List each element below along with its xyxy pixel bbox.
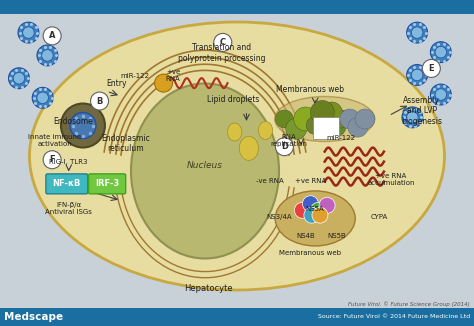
Ellipse shape <box>228 123 242 141</box>
Text: Innate immune
activation: Innate immune activation <box>28 134 81 147</box>
Circle shape <box>322 113 346 138</box>
Circle shape <box>332 110 350 128</box>
Ellipse shape <box>131 83 279 259</box>
Circle shape <box>37 92 48 104</box>
Text: Membranous web: Membranous web <box>276 85 345 94</box>
Text: Hepatocyte: Hepatocyte <box>184 284 233 293</box>
Text: Future Virol. © Future Science Group (2014): Future Virol. © Future Science Group (20… <box>348 301 470 307</box>
Text: D: D <box>281 142 288 151</box>
Text: Translation and
polyprotein processing: Translation and polyprotein processing <box>178 43 265 63</box>
Circle shape <box>435 46 447 58</box>
Circle shape <box>314 107 335 128</box>
Circle shape <box>13 72 25 84</box>
Circle shape <box>430 84 451 105</box>
Text: Endosome: Endosome <box>54 117 93 126</box>
Circle shape <box>407 22 428 43</box>
Text: Nucleus: Nucleus <box>187 161 223 170</box>
Bar <box>313 117 339 139</box>
FancyBboxPatch shape <box>89 174 126 194</box>
Circle shape <box>411 27 423 38</box>
Text: Entry: Entry <box>107 79 127 88</box>
Circle shape <box>310 100 334 125</box>
Circle shape <box>275 110 293 128</box>
Text: +ve
RNA: +ve RNA <box>165 69 181 82</box>
Text: Membranous web: Membranous web <box>280 250 341 256</box>
Text: NS3/4A: NS3/4A <box>267 215 292 220</box>
Text: +ve RNA
accumulation: +ve RNA accumulation <box>367 173 415 186</box>
Text: NS5A: NS5A <box>306 206 325 212</box>
Circle shape <box>23 27 34 38</box>
Circle shape <box>302 196 319 212</box>
Circle shape <box>42 50 53 61</box>
Circle shape <box>340 109 360 129</box>
Bar <box>0 0 474 14</box>
Ellipse shape <box>258 121 273 140</box>
Circle shape <box>286 118 307 139</box>
Circle shape <box>155 74 173 92</box>
Ellipse shape <box>275 191 355 246</box>
Ellipse shape <box>239 136 258 160</box>
Ellipse shape <box>29 22 445 290</box>
Text: B: B <box>96 96 103 106</box>
Text: C: C <box>220 38 226 47</box>
Circle shape <box>32 87 53 108</box>
Text: F: F <box>49 155 55 164</box>
Circle shape <box>402 107 423 128</box>
Circle shape <box>355 109 375 129</box>
Circle shape <box>18 22 39 43</box>
Circle shape <box>407 65 428 85</box>
Circle shape <box>348 117 368 137</box>
Text: Assembly
and LVP
biogenesis: Assembly and LVP biogenesis <box>401 96 442 126</box>
Circle shape <box>411 69 423 81</box>
Text: NS4B: NS4B <box>296 233 315 239</box>
Circle shape <box>430 42 451 63</box>
Text: +ve RNA: +ve RNA <box>295 178 326 184</box>
Circle shape <box>407 111 418 123</box>
Circle shape <box>43 151 61 169</box>
Bar <box>0 308 474 326</box>
Circle shape <box>37 45 58 66</box>
Circle shape <box>91 92 109 110</box>
Text: A: A <box>49 31 55 40</box>
Circle shape <box>319 197 335 214</box>
Text: Endoplasmic
reticulum: Endoplasmic reticulum <box>101 134 150 153</box>
Circle shape <box>422 59 440 78</box>
Text: miR-122: miR-122 <box>120 73 150 79</box>
Text: Lipid droplets: Lipid droplets <box>207 95 259 104</box>
Circle shape <box>321 102 342 123</box>
Circle shape <box>306 116 324 135</box>
Text: RIG-I, TLR3: RIG-I, TLR3 <box>49 159 88 165</box>
Ellipse shape <box>275 96 374 141</box>
Circle shape <box>304 207 320 223</box>
Circle shape <box>61 104 105 147</box>
Text: NS5B: NS5B <box>327 233 346 239</box>
Circle shape <box>294 107 318 131</box>
Circle shape <box>43 27 61 45</box>
Text: CYPA: CYPA <box>371 214 388 220</box>
Text: E: E <box>428 64 434 73</box>
Text: IFN-β/α
Antiviral ISGs: IFN-β/α Antiviral ISGs <box>46 202 92 215</box>
Text: NF-κB: NF-κB <box>53 179 81 188</box>
Circle shape <box>275 138 293 156</box>
Circle shape <box>294 202 310 218</box>
Circle shape <box>70 112 96 139</box>
Circle shape <box>310 202 327 218</box>
Text: Source: Future Virol © 2014 Future Medicine Ltd: Source: Future Virol © 2014 Future Medic… <box>318 315 470 319</box>
Text: -ve RNA: -ve RNA <box>256 178 284 184</box>
Circle shape <box>435 89 447 100</box>
Circle shape <box>312 207 328 223</box>
FancyBboxPatch shape <box>46 174 88 194</box>
Text: RNA
replication: RNA replication <box>271 134 308 147</box>
Text: miR-122: miR-122 <box>327 135 356 141</box>
Text: Medscape: Medscape <box>4 312 63 322</box>
Text: IRF-3: IRF-3 <box>95 179 119 188</box>
Circle shape <box>9 68 29 89</box>
Circle shape <box>214 33 232 52</box>
